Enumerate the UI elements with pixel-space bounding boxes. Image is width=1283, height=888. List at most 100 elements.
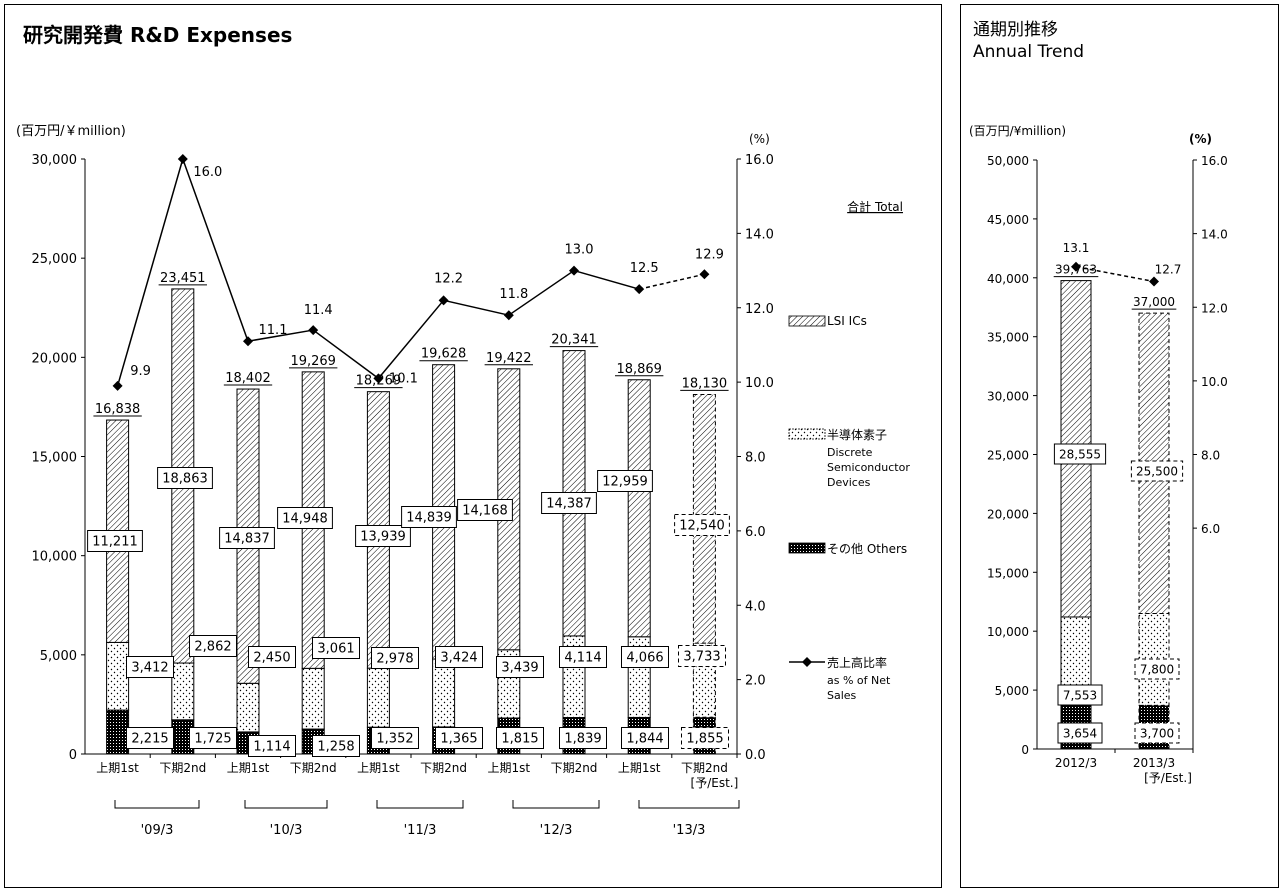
legend-others-swatch <box>788 542 826 554</box>
y-tick-label: 10,000 <box>987 625 1029 639</box>
segment-value-label-discrete: 4,066 <box>626 651 663 666</box>
segment-value-label-lsi: 14,387 <box>546 497 592 512</box>
segment-value-box <box>401 506 457 528</box>
group-bracket <box>512 800 600 809</box>
segment-value-label-others: 3,654 <box>1063 726 1097 740</box>
total-value-label: 20,341 <box>551 333 597 348</box>
total-value-label: 16,838 <box>95 402 141 417</box>
y-tick-label: 45,000 <box>987 213 1029 227</box>
segment-value-box <box>559 727 607 749</box>
segment-value-box <box>87 530 143 552</box>
side-y-unit-label: (百万円/¥million) <box>969 124 1066 138</box>
x-category-label: 2013/3 <box>1133 756 1175 770</box>
x-category-label: 2012/3 <box>1055 756 1097 770</box>
total-value-label: 23,451 <box>160 271 206 286</box>
x-category-label: 下期2nd <box>420 761 467 775</box>
segment-value-box <box>312 637 360 659</box>
main-chart-svg: (百万円/￥million) (%) 0 5,000 10,000 15,000 20,… <box>16 124 910 838</box>
y-tick-label: 0 <box>69 748 77 763</box>
legend-lsi-swatch <box>788 315 826 327</box>
segment-value-box <box>371 727 419 749</box>
segment-value-box <box>1057 722 1103 744</box>
bar-segment-discrete <box>432 658 456 728</box>
legend-discrete-label-en-1: Discrete <box>827 446 873 459</box>
segment-value-box <box>597 470 653 492</box>
segment-value-label-discrete: 2,978 <box>376 652 413 667</box>
segment-value-label-others: 1,258 <box>317 740 354 755</box>
segment-value-box <box>674 514 730 536</box>
y2-tick-label: 4.0 <box>745 599 766 614</box>
y2-tick-label: 16.0 <box>1201 154 1228 168</box>
segment-value-label-discrete: 3,424 <box>440 651 477 666</box>
x-category-label: 上期1st <box>488 761 531 775</box>
x-category-label: 下期2nd <box>551 761 598 775</box>
segment-value-box <box>371 647 419 669</box>
segment-value-box <box>248 735 296 757</box>
total-value-label: 19,269 <box>290 354 336 369</box>
y-tick-label: 15,000 <box>32 451 78 466</box>
bar-segment-discrete <box>366 667 390 728</box>
bar-segment-discrete <box>106 641 130 711</box>
x-category-label: 上期1st <box>227 761 270 775</box>
segment-value-label-others: 1,855 <box>686 732 723 747</box>
segment-value-box <box>541 492 597 514</box>
y2-tick-label: 12.0 <box>1201 301 1228 315</box>
segment-value-label-lsi: 12,540 <box>679 519 725 534</box>
y-tick-label: 50,000 <box>987 154 1029 168</box>
segment-value-label-others: 1,839 <box>564 732 601 747</box>
y2-tick-label: 14.0 <box>745 227 774 242</box>
segment-value-box <box>157 467 213 489</box>
ratio-marker <box>373 373 384 384</box>
segment-value-box <box>189 727 237 749</box>
segment-value-box <box>457 499 513 521</box>
ratio-line-segment <box>443 299 509 316</box>
segment-value-box <box>1134 722 1180 744</box>
segment-value-box <box>496 656 544 678</box>
segment-value-label-lsi: 18,863 <box>162 472 208 487</box>
y-tick-label: 20,000 <box>987 507 1029 521</box>
legend-others-label: その他 Others <box>827 542 907 556</box>
segment-value-box <box>435 727 483 749</box>
ratio-line-segment <box>508 269 575 316</box>
bar-segment-discrete <box>236 682 260 733</box>
segment-value-label-discrete: 3,412 <box>131 661 168 676</box>
legend-ratio-label-en-1: as % of Net <box>827 674 891 687</box>
segment-value-label-lsi: 14,168 <box>462 504 508 519</box>
x-category-label: 上期1st <box>357 761 400 775</box>
segment-value-box <box>355 525 411 547</box>
ratio-marker <box>699 269 710 280</box>
legend-ratio-label-en-2: Sales <box>827 689 857 702</box>
segment-value-box <box>678 645 726 667</box>
segment-value-label-others: 1,815 <box>501 732 538 747</box>
ratio-value-label: 11.1 <box>259 323 288 338</box>
x-category-label: 下期2nd <box>159 761 206 775</box>
y2-tick-label: 6.0 <box>745 525 766 540</box>
segment-value-label-discrete: 3,439 <box>501 661 538 676</box>
group-bracket <box>376 800 464 809</box>
legend-discrete-label-en-2: Semiconductor <box>827 461 910 474</box>
total-value-label: 19,628 <box>421 347 467 362</box>
segment-value-label-lsi: 13,939 <box>360 530 406 545</box>
bar-segment-lsi <box>627 379 651 638</box>
segment-value-label-others: 1,844 <box>626 732 663 747</box>
y-tick-label: 40,000 <box>987 272 1029 286</box>
legend-ratio-label-jp: 売上高比率 <box>827 655 887 670</box>
annual-trend-title-en: Annual Trend <box>973 42 1085 62</box>
total-value-label: 18,869 <box>616 362 662 377</box>
y2-tick-label: 14.0 <box>1201 228 1228 242</box>
main-chart-title: 研究開発費 R&D Expenses <box>23 23 293 47</box>
ratio-value-label: 9.9 <box>130 364 151 379</box>
x-category-sublabel: [予/Est.] <box>1144 771 1192 785</box>
ratio-value-label: 11.4 <box>304 303 333 318</box>
ratio-marker <box>112 380 123 391</box>
segment-value-label-discrete: 3,733 <box>683 650 720 665</box>
segment-value-label-discrete: 2,862 <box>194 640 231 655</box>
ratio-line-segment <box>1075 266 1155 283</box>
segment-value-box <box>621 727 669 749</box>
segment-value-box <box>248 646 296 668</box>
segment-value-label-discrete: 2,450 <box>253 651 290 666</box>
y-tick-label: 5,000 <box>995 684 1029 698</box>
total-value-label: 37,000 <box>1133 295 1175 309</box>
ratio-line-segment <box>116 158 184 387</box>
segment-value-label-others: 1,725 <box>194 732 231 747</box>
